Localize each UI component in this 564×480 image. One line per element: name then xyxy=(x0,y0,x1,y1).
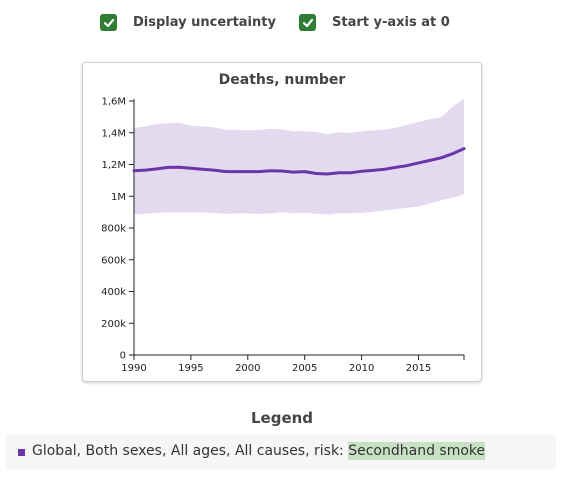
y-tick-label: 1,2M xyxy=(101,160,126,171)
x-tick-label: 1990 xyxy=(121,363,146,374)
checkbox-checked-icon[interactable] xyxy=(299,14,316,31)
legend-risk-highlight: Secondhand smoke xyxy=(348,442,486,460)
x-tick-label: 2015 xyxy=(406,363,431,374)
x-tick-label: 2005 xyxy=(292,363,317,374)
x-tick-label: 2010 xyxy=(349,363,374,374)
chart-controls: Display uncertainty Start y-axis at 0 xyxy=(0,14,564,38)
y-tick-label: 800k xyxy=(101,224,126,235)
y-tick-label: 400k xyxy=(101,287,126,298)
y-tick-label: 1,4M xyxy=(101,128,126,139)
legend-item[interactable]: Global, Both sexes, All ages, All causes… xyxy=(6,434,556,470)
legend-label: Global, Both sexes, All ages, All causes… xyxy=(32,442,486,460)
y-tick-label: 600k xyxy=(101,255,126,266)
display-uncertainty-toggle[interactable]: Display uncertainty xyxy=(100,14,276,31)
legend-swatch xyxy=(18,449,25,456)
legend-title: Legend xyxy=(250,409,314,427)
line-chart: 0 200k 400k 600k 800k 1M 1,2M 1,4M 1,6M 1990 1995 2… xyxy=(101,97,466,374)
chart-card: 0 200k 400k 600k 800k 1M 1,2M 1,4M 1,6M 1990 1995 2… xyxy=(82,62,482,382)
start-y-axis-at-zero-label: Start y-axis at 0 xyxy=(332,15,450,30)
y-tick-label: 1,6M xyxy=(101,97,126,108)
y-tick-label: 0 xyxy=(120,351,126,362)
series-line xyxy=(132,147,466,176)
start-y-axis-at-zero-toggle[interactable]: Start y-axis at 0 xyxy=(299,14,450,31)
x-tick-label: 2000 xyxy=(235,363,260,374)
x-tick-label: 1995 xyxy=(178,363,203,374)
y-tick-label: 1M xyxy=(111,192,126,203)
uncertainty-band xyxy=(134,98,464,215)
y-tick-label: 200k xyxy=(101,319,126,330)
legend-label-prefix: Global, Both sexes, All ages, All causes… xyxy=(32,443,344,459)
chart-title: Deaths, number xyxy=(218,72,346,88)
checkbox-checked-icon[interactable] xyxy=(100,14,117,31)
display-uncertainty-label: Display uncertainty xyxy=(133,15,276,30)
